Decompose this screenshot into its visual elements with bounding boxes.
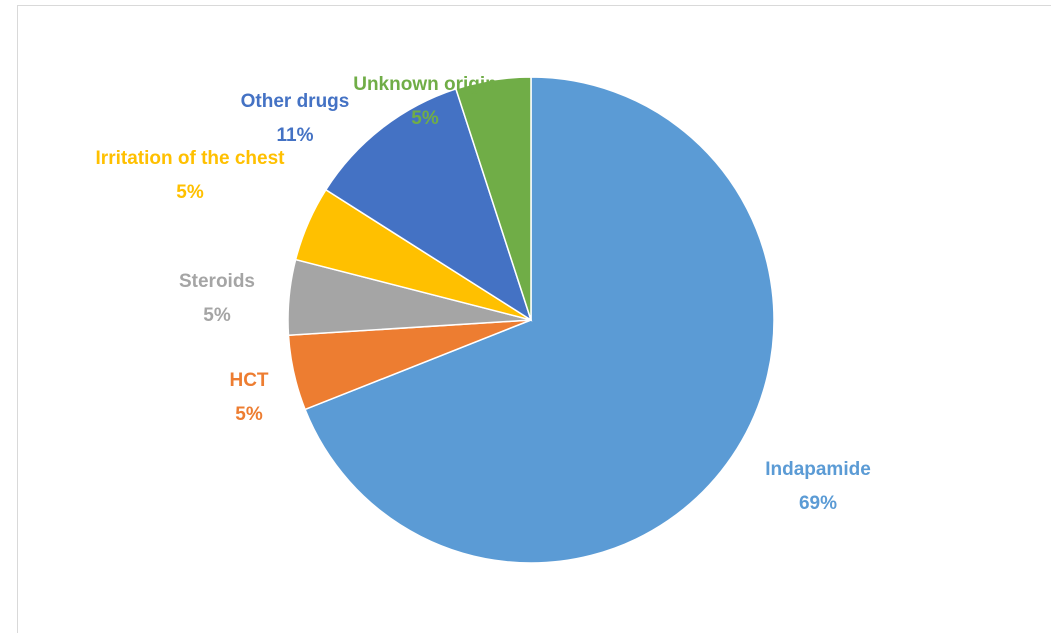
data-label: Unknown origin 5% bbox=[325, 68, 525, 136]
label-name: Steroids bbox=[178, 271, 256, 292]
label-value: 5% bbox=[235, 404, 263, 425]
chart-border bbox=[17, 5, 1051, 633]
label-name: Irritation of the chest bbox=[95, 148, 285, 169]
data-label: Indapamide 69% bbox=[718, 453, 918, 521]
data-label: Irritation of the chest 5% bbox=[80, 142, 300, 210]
label-name: Other drugs bbox=[240, 91, 350, 112]
label-name: Unknown origin bbox=[353, 74, 497, 95]
label-value: 5% bbox=[203, 305, 231, 326]
pie-slice bbox=[304, 76, 775, 564]
data-label: Steroids 5% bbox=[147, 265, 287, 333]
pie-slice bbox=[324, 87, 533, 322]
label-name: HCT bbox=[229, 370, 269, 391]
data-label: Other drugs 11% bbox=[205, 85, 385, 153]
label-value: 5% bbox=[176, 182, 204, 203]
data-label: HCT 5% bbox=[189, 364, 309, 432]
label-value: 69% bbox=[798, 493, 838, 514]
pie-slice bbox=[454, 76, 532, 321]
label-name: Indapamide bbox=[765, 459, 871, 480]
label-value: 11% bbox=[276, 125, 314, 146]
label-value: 5% bbox=[411, 108, 439, 129]
